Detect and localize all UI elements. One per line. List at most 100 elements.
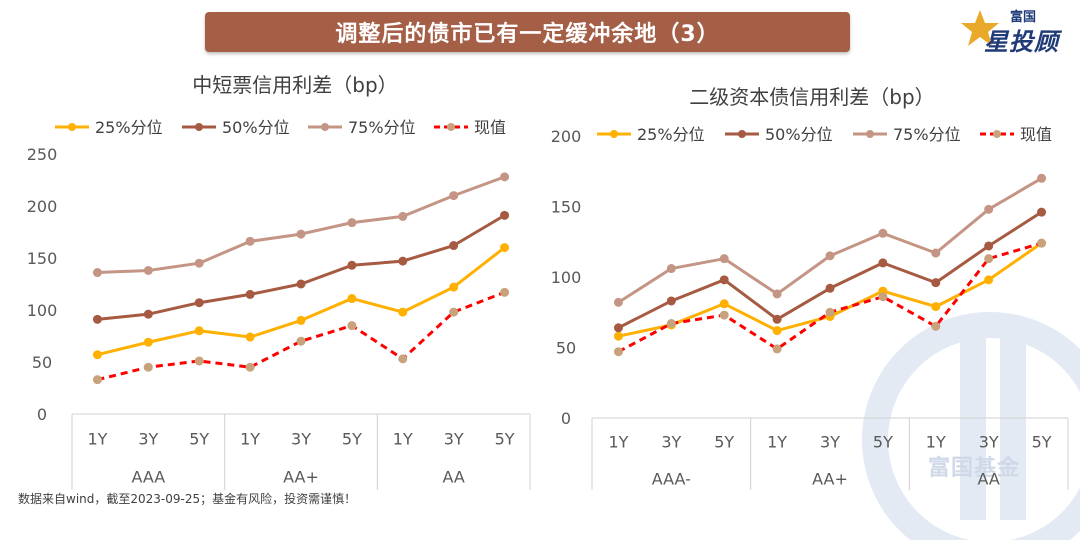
data-point: [92, 314, 102, 324]
x-tick-label: 5Y: [714, 433, 734, 452]
data-point: [878, 258, 888, 268]
data-point: [92, 350, 102, 360]
series-1: [92, 210, 510, 324]
data-point: [1037, 238, 1047, 248]
brand-logo: 富国 星投顾: [958, 4, 1078, 56]
data-point: [931, 302, 941, 312]
data-point: [1037, 173, 1047, 183]
legend-marker: [610, 130, 618, 138]
data-point: [931, 248, 941, 258]
data-point: [194, 298, 204, 308]
chart-short-term-notes: 中短票信用利差（bp） 25%分位 50%分位 75%分位 现值 0 50 100 150 200…: [27, 73, 531, 490]
data-point: [398, 354, 408, 364]
data-point: [245, 362, 255, 372]
data-point: [719, 275, 729, 285]
data-point: [984, 204, 994, 214]
chart-title: 中短票信用利差（bp）: [192, 73, 397, 97]
watermark-text: 富国基金: [928, 456, 1021, 481]
data-point: [825, 283, 835, 293]
y-tick-label: 200: [551, 127, 582, 146]
legend-marker: [195, 123, 203, 131]
legend-marker: [866, 130, 874, 138]
logo-big-text: 星投顾: [984, 28, 1059, 56]
data-point: [296, 279, 306, 289]
y-tick-label: 0: [561, 409, 571, 428]
series-line: [97, 290, 506, 382]
data-point: [931, 321, 941, 331]
legend-marker: [993, 130, 1001, 138]
x-tick-label: 1Y: [87, 430, 107, 449]
data-point: [825, 251, 835, 261]
data-point: [666, 296, 676, 306]
series-1: [613, 207, 1047, 333]
y-tick-label: 100: [27, 301, 58, 320]
star-icon: [961, 10, 999, 46]
legend-marker: [447, 123, 455, 131]
legend-item-3: 现值: [980, 125, 1052, 144]
series-0: [92, 243, 510, 360]
data-point: [347, 260, 357, 270]
legend-label: 现值: [474, 118, 506, 137]
x-group-label: AA+: [283, 468, 319, 487]
legend-label: 75%分位: [348, 118, 416, 137]
data-point: [143, 265, 153, 275]
data-point: [398, 307, 408, 317]
data-point: [296, 315, 306, 325]
data-point: [449, 282, 459, 292]
chart-tier2-capital-bonds: 二级资本债信用利差（bp） 25%分位 50%分位 75%分位 现值 0 50 100 150 2…: [551, 85, 1069, 490]
data-point: [719, 299, 729, 309]
x-group-label: AAA-: [652, 470, 691, 489]
logo-small-text: 富国: [1010, 10, 1037, 25]
series-2: [92, 172, 510, 278]
legend-item-1: 50%分位: [725, 125, 833, 144]
data-point: [347, 294, 357, 304]
data-point: [613, 331, 623, 341]
y-tick-label: 0: [37, 405, 47, 424]
legend-marker: [738, 130, 746, 138]
data-point: [772, 289, 782, 299]
x-tick-label: 1Y: [608, 433, 628, 452]
legend-item-3: 现值: [434, 118, 506, 137]
x-group-label: AA: [977, 470, 999, 489]
x-tick-label: 5Y: [342, 430, 362, 449]
y-tick-label: 150: [551, 198, 582, 217]
data-point: [719, 310, 729, 320]
data-point: [296, 336, 306, 346]
x-tick-label: 3Y: [291, 430, 311, 449]
data-point: [449, 307, 459, 317]
x-tick-label: 3Y: [661, 433, 681, 452]
data-point: [194, 326, 204, 336]
data-point: [143, 362, 153, 372]
data-point: [245, 289, 255, 299]
data-point: [825, 307, 835, 317]
legend-label: 50%分位: [765, 125, 833, 144]
x-tick-label: 3Y: [820, 433, 840, 452]
legend-label: 50%分位: [222, 118, 290, 137]
data-point: [143, 309, 153, 319]
x-tick-label: 3Y: [444, 430, 464, 449]
legend-label: 75%分位: [893, 125, 961, 144]
legend-item-1: 50%分位: [182, 118, 290, 137]
data-point: [613, 347, 623, 357]
data-point: [245, 332, 255, 342]
data-point: [398, 256, 408, 266]
data-point: [245, 236, 255, 246]
y-tick-label: 100: [551, 268, 582, 287]
data-point: [772, 326, 782, 336]
y-tick-label: 150: [27, 249, 58, 268]
data-point: [984, 275, 994, 285]
x-tick-label: 3Y: [979, 433, 999, 452]
page-title: 调整后的债市已有一定缓冲余地（3）: [335, 22, 720, 47]
x-tick-label: 1Y: [926, 433, 946, 452]
legend-item-0: 25%分位: [55, 118, 163, 137]
y-tick-label: 50: [32, 353, 52, 372]
y-tick-label: 50: [556, 339, 576, 358]
data-point: [347, 218, 357, 228]
data-point: [613, 297, 623, 307]
legend-label: 25%分位: [637, 125, 705, 144]
series-2: [613, 173, 1047, 307]
x-tick-label: 5Y: [495, 430, 515, 449]
legend-item-2: 75%分位: [308, 118, 416, 137]
x-group-label: AA: [442, 468, 464, 487]
legend-marker: [321, 123, 329, 131]
